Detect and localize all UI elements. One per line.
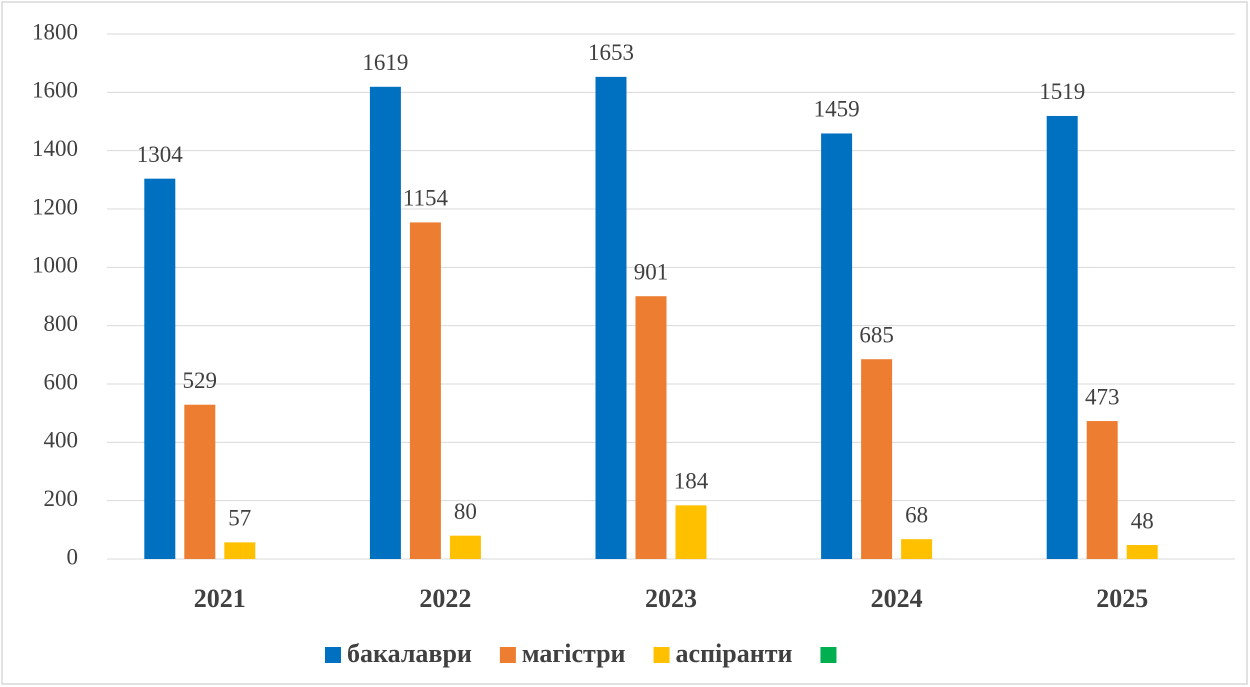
bar xyxy=(369,86,401,560)
y-tick-label: 1400 xyxy=(32,136,78,161)
data-label: 1304 xyxy=(137,142,184,167)
legend-label: магістри xyxy=(522,639,626,668)
y-tick-label: 800 xyxy=(44,311,79,336)
data-label: 1519 xyxy=(1039,79,1085,104)
bar xyxy=(449,535,481,559)
data-label: 57 xyxy=(228,506,251,531)
data-label: 1459 xyxy=(814,97,860,122)
data-label: 901 xyxy=(634,259,669,284)
y-tick-label: 400 xyxy=(44,428,79,453)
data-label: 1653 xyxy=(588,40,634,65)
data-label: 685 xyxy=(859,322,894,347)
data-label: 184 xyxy=(674,469,709,494)
data-label: 529 xyxy=(183,368,218,393)
y-tick-label: 0 xyxy=(67,544,79,569)
data-label: 48 xyxy=(1131,508,1154,533)
x-tick-label: 2024 xyxy=(871,584,923,613)
x-tick-label: 2022 xyxy=(419,584,471,613)
bar xyxy=(821,133,853,560)
x-tick-label: 2023 xyxy=(645,584,697,613)
y-tick-label: 200 xyxy=(44,486,79,511)
legend-swatch xyxy=(499,647,516,663)
bar xyxy=(901,539,933,559)
bar xyxy=(1046,115,1078,559)
x-tick-label: 2025 xyxy=(1096,584,1148,613)
data-label: 473 xyxy=(1085,384,1120,409)
bar xyxy=(1126,545,1158,559)
bar xyxy=(224,542,256,559)
legend-swatch xyxy=(653,647,670,663)
data-label: 68 xyxy=(905,502,928,527)
data-label: 80 xyxy=(454,499,477,524)
bar xyxy=(635,296,667,559)
data-label: 1619 xyxy=(362,50,408,75)
y-tick-label: 1200 xyxy=(32,194,78,219)
x-tick-label: 2021 xyxy=(194,584,246,613)
y-tick-label: 1000 xyxy=(32,253,78,278)
legend-swatch xyxy=(325,647,341,663)
bar xyxy=(595,76,627,559)
bar xyxy=(861,359,893,559)
bar xyxy=(409,222,441,559)
y-tick-label: 1800 xyxy=(32,19,78,44)
legend-label: аспіранти xyxy=(676,639,793,668)
data-label: 1154 xyxy=(403,186,449,211)
bar xyxy=(675,505,707,559)
legend-swatch xyxy=(820,647,837,663)
bar xyxy=(144,178,176,559)
y-tick-label: 1600 xyxy=(32,78,78,103)
legend-label: бакалаври xyxy=(347,639,472,668)
bar xyxy=(1086,421,1118,559)
y-tick-label: 600 xyxy=(44,369,79,394)
bar xyxy=(184,404,216,559)
